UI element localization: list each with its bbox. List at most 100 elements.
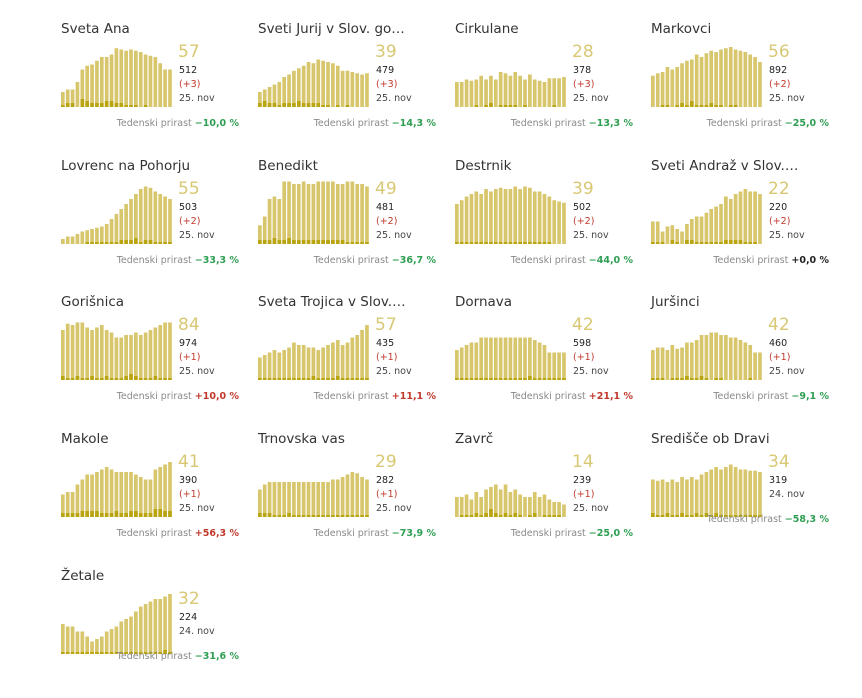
avg-bar — [537, 191, 542, 244]
avg-bar — [484, 489, 488, 517]
avg-bar — [134, 194, 138, 244]
avg-bar — [513, 186, 518, 244]
daily-bar — [660, 242, 665, 244]
daily-bar — [65, 103, 70, 107]
daily-bar — [90, 376, 94, 380]
municipality-card: Sveti Andraž v Slov.… 22 220 (+2) 25. nov Ted… — [651, 158, 831, 288]
sparkline-chart — [455, 484, 566, 517]
daily-bar — [474, 242, 479, 244]
weekly-growth-value: −10,0 % — [194, 118, 239, 129]
daily-bar — [85, 101, 90, 107]
avg-bar — [99, 636, 104, 654]
municipality-name: Trnovska vas — [258, 431, 345, 447]
daily-bar — [316, 378, 321, 380]
daily-bar — [714, 513, 718, 517]
avg-bar — [680, 347, 684, 380]
avg-bar — [331, 63, 335, 107]
daily-bar — [321, 378, 325, 380]
avg-bar — [459, 347, 464, 380]
avg-bar — [743, 52, 748, 107]
weekly-growth-label: Tedenski prirast — [706, 118, 782, 129]
daily-bar — [738, 515, 743, 517]
weekly-growth-value: −9,1 % — [791, 391, 829, 402]
avg-bar — [262, 89, 267, 107]
daily-bar — [129, 652, 133, 654]
avg-bar — [138, 52, 143, 107]
avg-bar — [724, 335, 728, 380]
avg-bar — [498, 72, 503, 107]
avg-bar — [685, 479, 689, 517]
avg-bar — [296, 482, 301, 517]
daily-bar — [306, 103, 311, 107]
avg-bar — [124, 335, 128, 380]
avg-bar — [503, 189, 508, 244]
daily-bar — [350, 378, 355, 380]
daily-bar — [148, 513, 153, 517]
daily-bar — [153, 242, 158, 244]
daily-bar — [360, 378, 364, 380]
avg-bar — [292, 342, 296, 380]
daily-bar — [670, 378, 675, 380]
daily-bar — [670, 515, 675, 517]
avg-bar — [70, 492, 75, 517]
daily-bar — [680, 513, 684, 517]
daily-bar — [168, 378, 172, 380]
daily-bar — [134, 105, 138, 107]
avg-bar — [469, 80, 474, 107]
daily-bar — [689, 378, 694, 380]
avg-bar — [311, 347, 316, 380]
avg-bar — [537, 497, 542, 517]
daily-bar — [119, 513, 124, 517]
total-value: 239 — [573, 475, 592, 486]
avg-bar — [675, 348, 680, 380]
avg-bar — [168, 594, 172, 654]
daily-bar — [262, 101, 267, 107]
daily-bar — [680, 378, 684, 380]
avg-bar — [694, 479, 699, 517]
municipality-name: Sveta Ana — [61, 21, 130, 37]
daily-bar — [143, 513, 148, 517]
daily-bar — [272, 378, 277, 380]
avg-bar — [738, 50, 743, 107]
daily-bar — [124, 652, 128, 654]
avg-bar — [296, 184, 301, 244]
avg-bar — [99, 469, 104, 517]
daily-bar — [714, 378, 718, 380]
avg-bar — [326, 181, 330, 244]
daily-bar — [675, 105, 680, 107]
avg-bar — [360, 74, 364, 107]
avg-bar — [704, 335, 709, 380]
daily-bar — [163, 242, 167, 244]
daily-bar — [689, 515, 694, 517]
daily-bar — [95, 242, 99, 244]
avg-bar — [365, 479, 369, 517]
avg-bar — [287, 74, 291, 107]
avg-bar — [134, 474, 138, 517]
avg-bar — [459, 200, 464, 244]
avg-bar — [301, 482, 306, 517]
daily-bar — [80, 652, 85, 654]
daily-bar — [311, 103, 316, 107]
avg-bar — [345, 181, 350, 244]
daily-bar — [95, 652, 99, 654]
avg-bar — [61, 494, 65, 517]
daily-bar — [277, 515, 282, 517]
avg-bar — [70, 325, 75, 380]
daily-bar — [306, 378, 311, 380]
daily-bar — [335, 105, 340, 107]
municipality-name: Juršinci — [651, 294, 700, 310]
avg-bar — [537, 342, 542, 380]
daily-bar — [316, 103, 321, 107]
avg-bar — [694, 340, 699, 380]
weekly-growth: Tedenski prirast −25,0 % — [433, 528, 633, 539]
avg-bar — [753, 352, 757, 380]
daily-bar — [258, 513, 262, 517]
avg-bar — [680, 231, 684, 244]
daily-bar — [70, 652, 75, 654]
delta-value: (+2) — [179, 216, 201, 227]
daily-bar — [65, 378, 70, 380]
daily-bar — [95, 378, 99, 380]
average-value: 56 — [768, 42, 790, 62]
date-label: 25. nov — [179, 93, 215, 104]
avg-bar — [733, 49, 738, 107]
